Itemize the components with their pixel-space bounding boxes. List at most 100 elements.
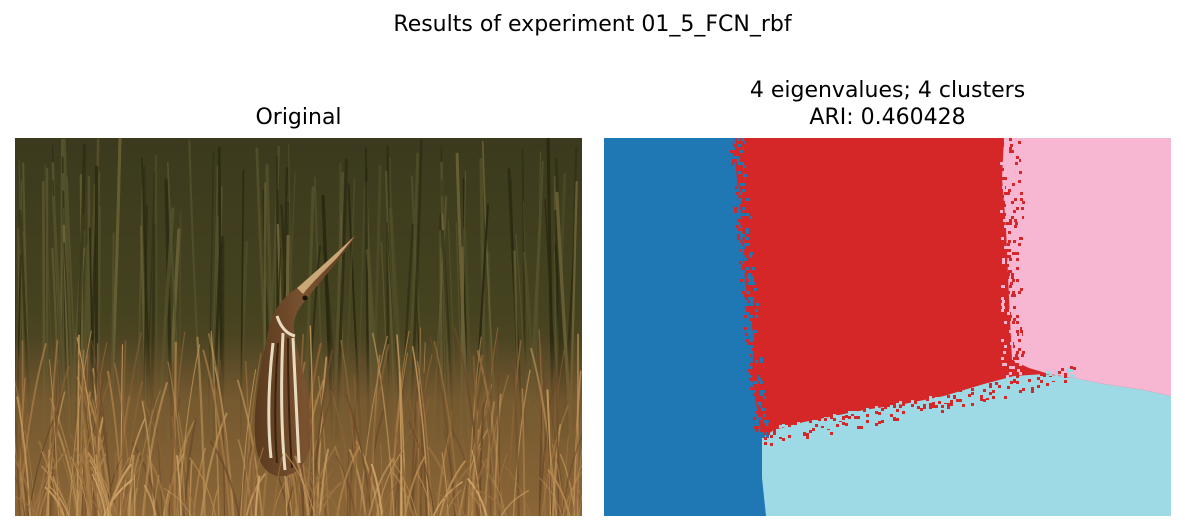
boundary-pixel	[1014, 198, 1017, 201]
boundary-pixel	[754, 288, 757, 291]
boundary-pixel	[1013, 357, 1016, 360]
boundary-pixel	[764, 437, 767, 440]
boundary-pixel	[740, 252, 743, 255]
boundary-pixel	[1009, 330, 1012, 333]
boundary-pixel	[842, 422, 845, 425]
boundary-pixel	[1008, 246, 1011, 249]
boundary-pixel	[1043, 382, 1046, 385]
boundary-pixel	[752, 267, 755, 270]
boundary-pixel	[1004, 363, 1007, 366]
boundary-pixel	[737, 234, 740, 237]
boundary-pixel	[1004, 177, 1007, 180]
boundary-pixel	[761, 408, 764, 411]
boundary-pixel	[1073, 375, 1076, 378]
boundary-pixel	[733, 171, 736, 174]
boundary-pixel	[759, 366, 762, 369]
boundary-pixel	[815, 424, 818, 427]
boundary-pixel	[1021, 234, 1024, 237]
boundary-pixel	[736, 192, 739, 195]
boundary-pixel	[914, 414, 917, 417]
boundary-pixel	[953, 398, 956, 401]
boundary-pixel	[899, 418, 902, 421]
boundary-pixel	[750, 270, 753, 273]
boundary-pixel	[753, 345, 756, 348]
boundary-pixel	[1000, 261, 1003, 264]
boundary-pixel	[1006, 375, 1009, 378]
boundary-pixel	[1021, 165, 1024, 168]
boundary-pixel	[1009, 258, 1012, 261]
boundary-pixel	[1007, 273, 1010, 276]
boundary-pixel	[753, 381, 756, 384]
boundary-pixel	[1006, 228, 1009, 231]
boundary-pixel	[740, 147, 743, 150]
boundary-pixel	[926, 398, 929, 401]
boundary-pixel	[905, 400, 908, 403]
boundary-pixel	[732, 138, 735, 141]
boundary-pixel	[770, 443, 773, 446]
boundary-pixel	[1001, 297, 1004, 300]
boundary-pixel	[1064, 375, 1067, 378]
boundary-pixel	[1001, 357, 1004, 360]
boundary-pixel	[744, 168, 747, 171]
boundary-pixel	[857, 416, 860, 419]
boundary-pixel	[851, 411, 854, 414]
boundary-pixel	[1031, 390, 1034, 393]
boundary-pixel	[1002, 363, 1005, 366]
boundary-pixel	[1013, 210, 1016, 213]
boundary-pixel	[749, 321, 752, 324]
boundary-pixel	[1020, 270, 1023, 273]
boundary-pixel	[754, 384, 757, 387]
boundary-pixel	[911, 400, 914, 403]
boundary-pixel	[737, 240, 740, 243]
boundary-pixel	[751, 279, 754, 282]
boundary-pixel	[733, 141, 736, 144]
boundary-pixel	[974, 400, 977, 403]
boundary-pixel	[1003, 213, 1006, 216]
boundary-pixel	[1016, 381, 1019, 384]
boundary-pixel	[764, 399, 767, 402]
boundary-pixel	[747, 354, 750, 357]
boundary-pixel	[733, 168, 736, 171]
boundary-pixel	[929, 403, 932, 406]
boundary-pixel	[761, 432, 764, 435]
boundary-pixel	[845, 415, 848, 418]
boundary-pixel	[740, 222, 743, 225]
boundary-pixel	[1012, 291, 1015, 294]
boundary-pixel	[763, 408, 766, 411]
boundary-pixel	[995, 389, 998, 392]
boundary-pixel	[1021, 366, 1024, 369]
boundary-pixel	[1020, 312, 1023, 315]
boundary-pixel	[1011, 150, 1014, 153]
boundary-pixel	[747, 264, 750, 267]
boundary-pixel	[992, 396, 995, 399]
boundary-pixel	[759, 417, 762, 420]
boundary-pixel	[1004, 345, 1007, 348]
boundary-pixel	[765, 423, 768, 426]
boundary-pixel	[866, 414, 869, 417]
boundary-pixel	[839, 415, 842, 418]
boundary-pixel	[740, 183, 743, 186]
boundary-pixel	[1011, 216, 1014, 219]
boundary-pixel	[753, 417, 756, 420]
boundary-pixel	[1006, 264, 1009, 267]
boundary-pixel	[758, 378, 761, 381]
boundary-pixel	[1015, 162, 1018, 165]
boundary-pixel	[1020, 327, 1023, 330]
boundary-pixel	[750, 288, 753, 291]
boundary-pixel	[745, 240, 748, 243]
boundary-pixel	[818, 430, 821, 433]
boundary-pixel	[1002, 258, 1005, 261]
boundary-pixel	[1014, 219, 1017, 222]
boundary-pixel	[935, 411, 938, 414]
boundary-pixel	[738, 171, 741, 174]
boundary-pixel	[766, 420, 769, 423]
boundary-pixel	[750, 372, 753, 375]
boundary-pixel	[1019, 378, 1022, 381]
boundary-pixel	[1000, 138, 1003, 141]
boundary-pixel	[818, 432, 821, 435]
boundary-pixel	[742, 270, 745, 273]
boundary-pixel	[744, 231, 747, 234]
boundary-pixel	[1007, 291, 1010, 294]
boundary-pixel	[821, 422, 824, 425]
boundary-pixel	[974, 403, 977, 406]
